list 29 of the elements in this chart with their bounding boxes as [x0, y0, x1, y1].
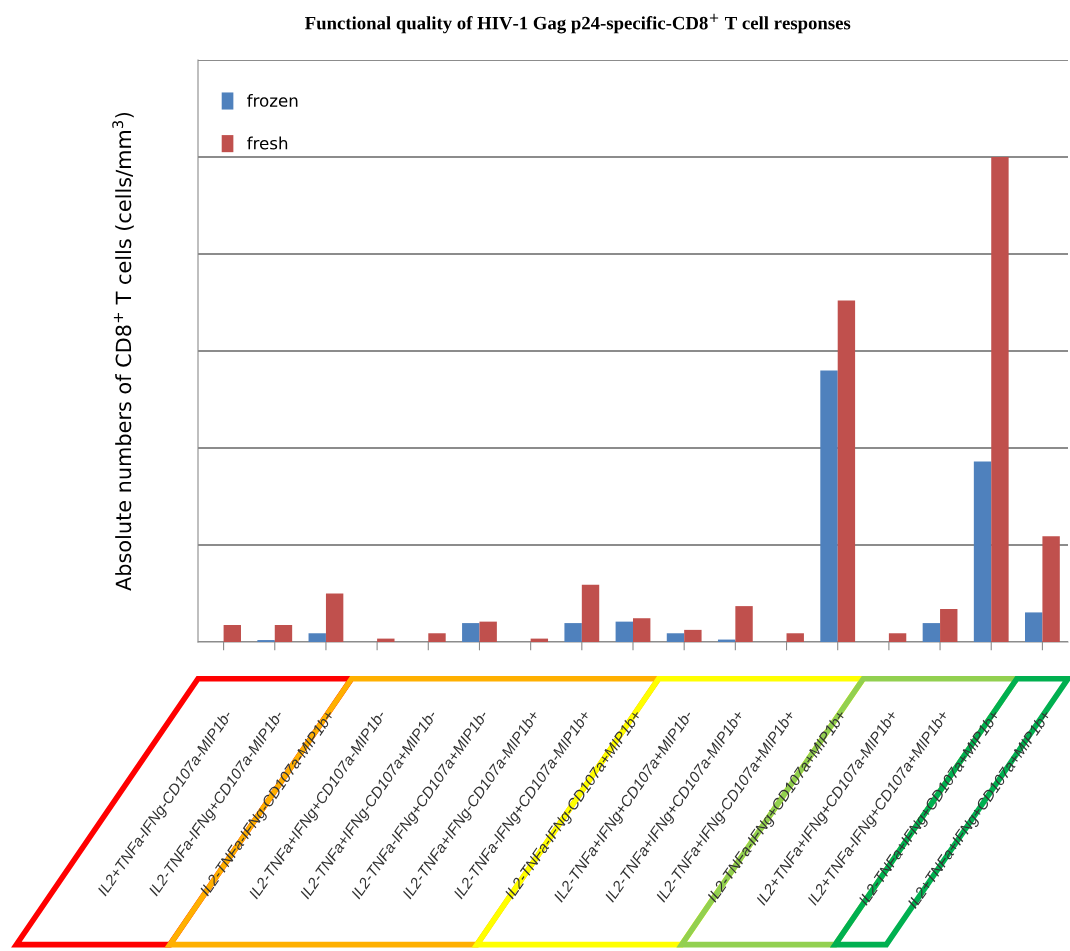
- legend-label: frozen: [247, 93, 298, 107]
- bar: [1025, 612, 1043, 642]
- bar: [274, 625, 293, 642]
- bar: [888, 633, 907, 642]
- bar: [223, 625, 241, 642]
- bar: [973, 461, 992, 642]
- bar: [615, 621, 633, 642]
- bar: [428, 633, 446, 642]
- bar: [922, 623, 941, 642]
- bar: [820, 370, 838, 642]
- legend-label: fresh: [247, 136, 288, 150]
- bar: [377, 638, 395, 642]
- bar: [633, 618, 651, 642]
- bar: [735, 606, 753, 642]
- bar: [581, 584, 600, 642]
- bar: [786, 633, 804, 642]
- bar: [684, 629, 702, 642]
- bar: [462, 623, 480, 642]
- bar: [564, 623, 582, 642]
- bar: [479, 621, 497, 642]
- bar: [837, 300, 856, 642]
- y-axis-title: Absolute numbers of CD8$^{+}$ T cells (cells/mm$^{3}$): [112, 112, 134, 591]
- bar: [1042, 536, 1060, 642]
- bar: [308, 633, 326, 642]
- bar: [666, 633, 685, 642]
- chart-title: Functional quality of HIV-1 Gag p24-specific-CD8$^{+}$ T cell responses: [305, 13, 851, 34]
- bar: [325, 593, 344, 642]
- bar: [991, 157, 1009, 642]
- bar: [940, 609, 958, 642]
